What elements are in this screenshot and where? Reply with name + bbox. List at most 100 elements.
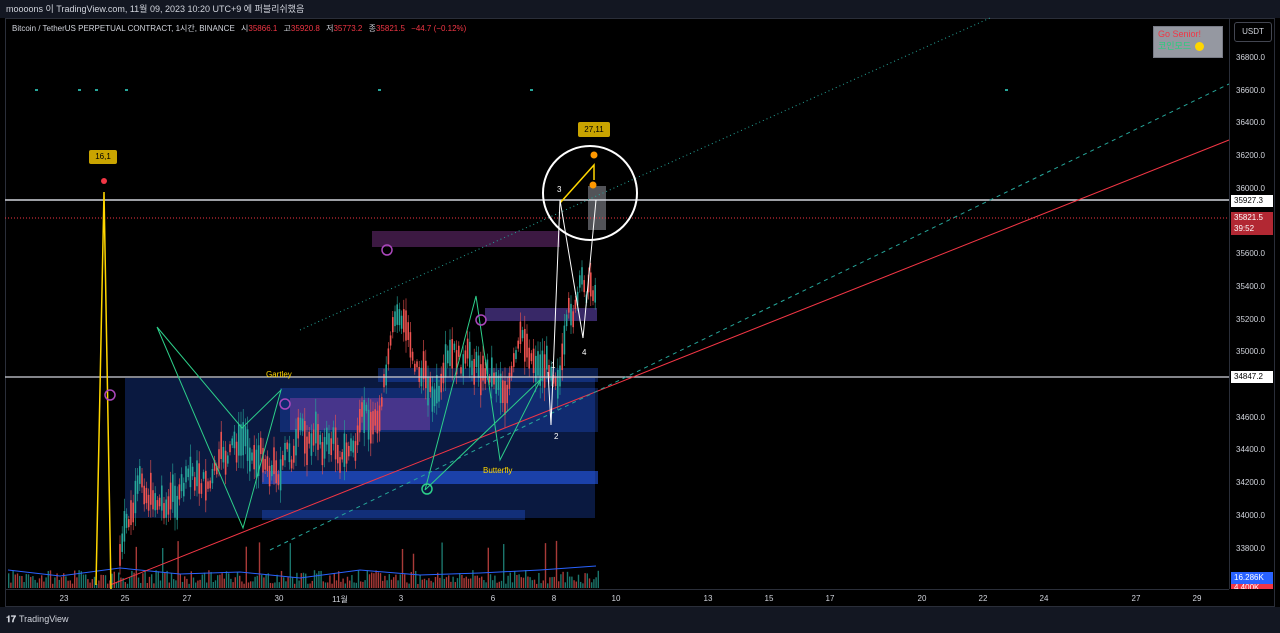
volume-bar — [74, 570, 76, 588]
volume-bar — [206, 582, 208, 588]
volume-bar — [140, 582, 142, 588]
candle-body — [121, 533, 123, 552]
volume-bar — [166, 570, 168, 588]
wave-line — [547, 199, 597, 426]
candle-body — [458, 345, 460, 357]
candle-body — [557, 369, 559, 399]
volume-bar — [500, 580, 503, 588]
volume-bar — [441, 542, 443, 588]
indicator-widget[interactable]: Go Senior! 코인모드 — [1153, 26, 1223, 58]
volume-bar — [294, 583, 296, 588]
volume-bar — [30, 576, 32, 588]
candle-body — [583, 280, 585, 293]
candle-body — [356, 425, 359, 446]
volume-bar — [417, 583, 419, 588]
volume-bar — [476, 575, 478, 588]
time-tick: 23 — [59, 594, 69, 603]
close-label: 종 — [368, 24, 376, 33]
volume-bar — [214, 580, 217, 588]
volume-bar — [507, 575, 509, 588]
wave-label: 4 — [582, 348, 587, 357]
currency-button[interactable]: USDT — [1234, 22, 1272, 42]
candle-body — [433, 389, 436, 407]
candle-body — [497, 375, 500, 390]
candle-body — [169, 482, 172, 510]
volume-bar — [230, 578, 232, 588]
candle-body — [310, 433, 313, 456]
volume-bar — [518, 574, 520, 588]
volume-bar — [261, 574, 263, 588]
candle-body — [238, 424, 240, 456]
candle-body — [392, 317, 394, 333]
volume-bar — [382, 580, 384, 588]
time-tick: 20 — [917, 594, 927, 603]
volume-bar — [562, 571, 564, 588]
candle-body — [262, 448, 264, 473]
candle-body — [213, 460, 216, 471]
candle-body — [451, 339, 453, 369]
candle-body — [484, 368, 486, 384]
volume-bar — [91, 579, 93, 588]
volume-bar — [386, 580, 388, 588]
candle-body — [189, 456, 192, 488]
symbol-legend[interactable]: Bitcoin / TetherUS PERPETUAL CONTRACT, 1… — [12, 23, 466, 35]
volume-bar — [544, 543, 547, 588]
candle-body — [207, 481, 209, 489]
volume-bar — [373, 573, 375, 588]
volume-bar — [34, 579, 36, 588]
candle-body — [561, 343, 563, 371]
volume-bar — [65, 576, 67, 588]
window-title: moooons 이 TradingView.com, 11월 09, 2023 … — [0, 0, 1280, 18]
volume-bar — [157, 571, 159, 588]
volume-bar — [335, 580, 338, 588]
volume-bar — [21, 576, 23, 588]
candle-body — [425, 360, 427, 389]
volume-bar — [463, 578, 465, 588]
line-price-label: 35927.3 — [1231, 195, 1273, 207]
volume-bar — [118, 572, 120, 588]
marker-circle — [104, 389, 116, 401]
marker-circle — [279, 398, 291, 410]
volume-bar — [38, 578, 41, 588]
volume-bar — [162, 548, 164, 588]
candle-body — [165, 499, 167, 518]
volume-bar — [267, 573, 269, 588]
candle-body — [482, 355, 484, 381]
candle-body — [418, 366, 420, 382]
volume-bar — [159, 580, 162, 588]
candle-body — [290, 459, 293, 469]
candle-body — [427, 377, 429, 406]
candle-body — [326, 427, 328, 445]
volume-bar — [111, 573, 113, 588]
price-tick: 35200.0 — [1236, 315, 1265, 324]
candle-body — [491, 357, 493, 387]
candle-body — [361, 402, 363, 417]
price-tick: 34000.0 — [1236, 511, 1265, 520]
footer-bar — [0, 607, 1280, 633]
candle-body — [211, 468, 214, 484]
volume-bar — [201, 574, 203, 588]
volume-bar — [85, 574, 87, 588]
candle-body — [200, 483, 203, 494]
candle-body — [532, 348, 535, 374]
order-block — [262, 471, 598, 484]
volume-bar — [10, 582, 12, 588]
price-scale[interactable] — [1229, 18, 1276, 589]
volume-bar — [41, 575, 43, 588]
volume-bar — [126, 583, 129, 588]
volume-bar — [329, 575, 331, 588]
volume-bar — [195, 582, 197, 588]
candle-body — [422, 351, 425, 380]
candle-body — [449, 339, 451, 367]
volume-bar — [582, 583, 584, 588]
candle-body — [176, 495, 178, 520]
volume-bar — [346, 576, 349, 588]
time-axis[interactable] — [5, 589, 1229, 608]
candle-body — [548, 364, 550, 379]
volume-bar — [25, 574, 27, 588]
volume-bar — [439, 577, 441, 588]
volume-bar — [591, 582, 593, 588]
candle-body — [295, 428, 297, 456]
candle-body — [255, 449, 258, 478]
